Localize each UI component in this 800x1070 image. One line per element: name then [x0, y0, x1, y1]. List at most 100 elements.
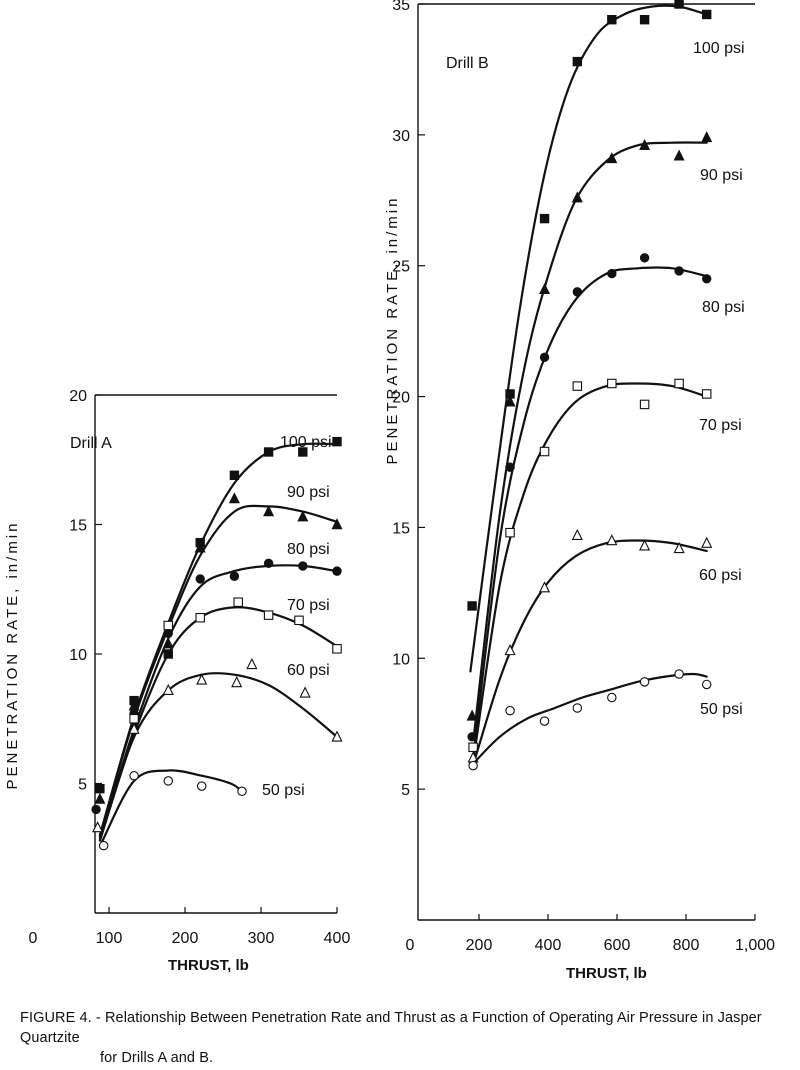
data-point-open-circle	[196, 781, 207, 791]
data-point-open-square	[505, 527, 515, 538]
data-point-open-circle	[539, 716, 550, 726]
x-tick-label: 200	[466, 937, 493, 954]
series-curve	[472, 672, 708, 765]
data-point-open-square	[233, 597, 243, 607]
data-point-open-square	[163, 620, 174, 631]
x-tick-label: 200	[172, 930, 199, 947]
series-60-psi: 60 psi	[467, 528, 742, 765]
data-point-filled-triangle	[571, 191, 583, 203]
data-point-filled-square	[674, 0, 684, 9]
series-label: 80 psi	[287, 541, 330, 558]
x-tick-label: 400	[324, 930, 351, 947]
series-curve	[100, 769, 244, 845]
data-point-filled-square	[298, 447, 308, 457]
data-point-open-circle	[468, 760, 478, 771]
data-point-open-circle	[163, 776, 174, 786]
data-point-open-triangle	[538, 581, 551, 593]
y-tick-label: 20	[392, 390, 410, 407]
series-label: 50 psi	[700, 701, 743, 718]
data-point-filled-circle	[195, 574, 205, 584]
data-point-open-triangle	[128, 722, 140, 734]
x-axis-label: THRUST, lb	[168, 957, 249, 974]
series-curve	[472, 266, 708, 754]
data-point-open-square	[195, 612, 205, 623]
data-point-filled-circle	[702, 274, 712, 284]
data-point-open-square	[572, 381, 583, 391]
data-point-open-triangle	[606, 534, 618, 546]
series-50-psi: 50 psi	[468, 669, 743, 771]
data-point-open-square	[263, 610, 274, 620]
figure-caption: FIGURE 4. - Relationship Between Penetra…	[20, 1008, 790, 1068]
data-point-filled-circle	[639, 253, 650, 263]
caption-line-2: for Drills A and B.	[100, 1050, 214, 1066]
y-tick-label: 20	[69, 388, 87, 405]
data-point-filled-square	[572, 56, 583, 67]
data-point-filled-triangle	[466, 709, 478, 721]
series-100-psi: 100 psi	[467, 0, 745, 673]
data-point-filled-square	[332, 436, 342, 447]
data-point-open-triangle	[331, 730, 343, 742]
data-point-filled-square	[639, 15, 650, 25]
series-curve	[469, 4, 708, 673]
data-point-open-triangle	[246, 657, 258, 670]
series-label: 70 psi	[287, 597, 330, 614]
data-point-filled-triangle	[297, 510, 309, 522]
data-point-open-triangle	[196, 673, 208, 685]
data-point-filled-circle	[607, 268, 617, 279]
data-point-open-circle	[572, 703, 583, 713]
y-tick-label: 10	[69, 647, 87, 664]
series-label: 80 psi	[702, 299, 745, 316]
y-tick-label: 15	[392, 520, 410, 537]
data-point-open-circle	[129, 770, 139, 781]
x-tick-label: 800	[673, 937, 700, 954]
data-point-open-circle	[98, 840, 109, 851]
series-label: 70 psi	[699, 417, 742, 434]
y-axis-label: PENETRATION RATE, in/min	[384, 196, 401, 465]
data-point-open-circle	[701, 679, 712, 690]
data-point-open-triangle	[92, 821, 104, 833]
series-curve	[98, 671, 339, 842]
data-point-filled-square	[95, 783, 105, 794]
data-point-filled-circle	[674, 266, 684, 276]
data-point-filled-triangle	[539, 282, 551, 294]
data-point-filled-square	[467, 601, 477, 611]
series-label: 90 psi	[287, 484, 330, 501]
data-point-open-square	[674, 378, 684, 389]
series-label: 100 psi	[280, 434, 332, 451]
data-point-open-square	[468, 742, 478, 753]
data-point-filled-circle	[263, 558, 274, 569]
y-tick-label: 30	[392, 128, 410, 145]
y-tick-label: 35	[392, 0, 410, 14]
series-curve	[472, 382, 708, 759]
series-label: 60 psi	[699, 567, 742, 584]
data-point-open-square	[332, 644, 342, 654]
caption-line-1: FIGURE 4. - Relationship Between Penetra…	[20, 1010, 762, 1046]
series-70-psi: 70 psi	[98, 597, 342, 842]
data-point-filled-triangle	[606, 152, 618, 164]
data-point-filled-circle	[467, 732, 477, 742]
data-point-open-square	[639, 399, 650, 410]
data-point-open-triangle	[701, 536, 713, 548]
data-point-open-triangle	[571, 528, 583, 541]
data-point-filled-square	[539, 213, 550, 224]
series-label: 50 psi	[262, 782, 305, 799]
data-point-open-triangle	[673, 541, 685, 554]
data-point-open-square	[607, 378, 617, 389]
data-point-open-triangle	[299, 686, 311, 698]
panel-title: Drill A	[70, 435, 112, 452]
data-point-open-triangle	[504, 644, 516, 656]
data-point-open-circle	[505, 705, 515, 716]
data-point-open-triangle	[162, 683, 174, 696]
data-point-open-square	[129, 713, 139, 724]
data-point-filled-triangle	[639, 139, 651, 151]
data-point-open-square	[294, 615, 304, 626]
data-point-filled-circle	[505, 462, 515, 472]
series-80-psi: 80 psi	[467, 253, 745, 754]
y-tick-label: 15	[69, 518, 87, 535]
data-point-open-circle	[674, 669, 684, 679]
data-point-filled-triangle	[504, 395, 516, 407]
data-point-filled-circle	[298, 561, 308, 571]
data-point-open-square	[701, 389, 712, 399]
